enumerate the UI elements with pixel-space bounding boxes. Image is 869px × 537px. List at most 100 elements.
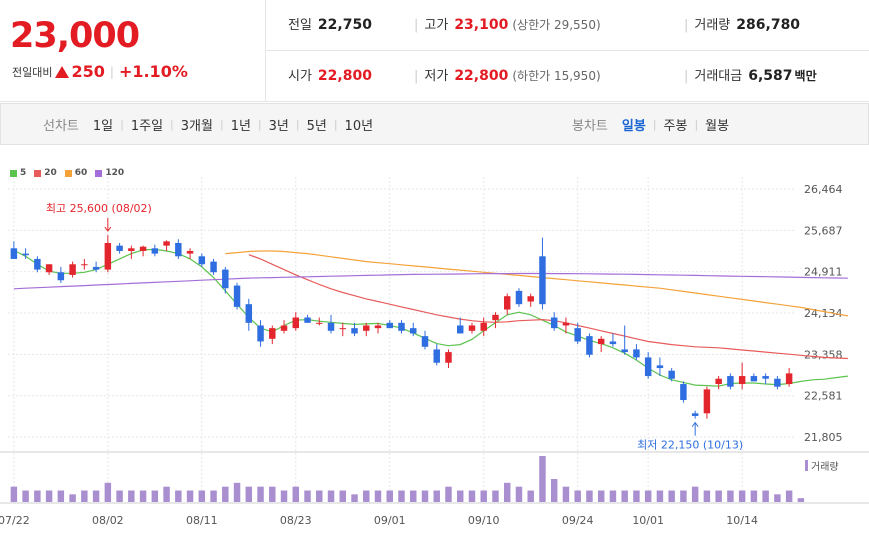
volume-bar <box>339 490 346 502</box>
candle-down <box>621 349 628 353</box>
volume-bar <box>550 479 558 502</box>
current-price: 23,000 <box>10 16 140 56</box>
min-arrow-icon <box>691 421 699 427</box>
volume-bar <box>198 490 206 502</box>
candle-down <box>421 336 429 347</box>
quote-header: 23,000 전일대비 250 | +1.10% 전일 22,750 | 고가 23,… <box>0 0 869 102</box>
candle-down <box>550 317 558 329</box>
candle-up <box>316 322 323 324</box>
volume-bar <box>104 482 112 502</box>
low-label: 저가 <box>424 69 449 84</box>
candle-down <box>245 304 253 323</box>
high-price: | 고가 23,100 (상한가 29,550) <box>414 14 601 33</box>
volume-bar <box>269 486 276 502</box>
legend-ma-20: 20 <box>34 168 57 178</box>
volume-legend-label: 거래량 <box>811 461 839 473</box>
volume-bar <box>210 490 217 502</box>
candle-up <box>128 248 135 251</box>
summary-row-1: 전일 22,750 | 고가 23,100 (상한가 29,550) | 거래량 286,7… <box>266 0 869 51</box>
candle-down <box>433 349 440 363</box>
volume-bar <box>562 486 570 502</box>
volume-bar <box>163 486 170 502</box>
volume-bar <box>398 490 405 502</box>
candle-down <box>668 370 675 379</box>
volume-bar <box>45 490 53 502</box>
x-tick-label: 09/01 <box>374 514 406 527</box>
candle-down <box>750 376 758 382</box>
tab-divider: | <box>694 118 699 131</box>
candle-down <box>257 325 264 342</box>
divider: | <box>109 64 114 79</box>
volume-bar <box>139 490 147 502</box>
volume-bar <box>186 490 194 502</box>
volume-bar <box>480 490 487 502</box>
change-label: 전일대비 <box>12 65 53 79</box>
candle-down <box>210 261 217 273</box>
legend-label: 120 <box>105 168 125 178</box>
tab-divider: | <box>333 118 338 131</box>
tab-line-period-4[interactable]: 3년 <box>268 119 289 134</box>
chart-period-tabs: 선차트 1일 | 1주일 | 3개월 | 1년 | 3년 | 5년 | 10년 봉차트 일봉 | 주봉 | 월봉 <box>0 103 869 145</box>
candle-up <box>445 352 452 363</box>
ma-line-120 <box>13 272 848 290</box>
tab-line-period-0[interactable]: 1일 <box>92 119 114 134</box>
volume-bar <box>445 486 452 502</box>
candle-down <box>574 328 581 342</box>
legend-ma-5: 5 <box>10 168 26 178</box>
candle-down <box>92 266 100 270</box>
candle-up <box>468 325 476 331</box>
volume-bar <box>327 490 335 502</box>
tab-candle-period-0[interactable]: 일봉 <box>621 119 646 134</box>
up-triangle-icon <box>55 65 70 78</box>
legend-label: 5 <box>20 168 27 178</box>
volume-bar <box>410 490 417 502</box>
divider: | <box>684 69 689 84</box>
legend-swatch <box>95 169 103 177</box>
candle-down <box>34 258 41 270</box>
volume-bar <box>363 490 370 502</box>
candle-down <box>680 384 687 401</box>
tab-divider: | <box>257 118 262 131</box>
tab-line-period-6[interactable]: 10년 <box>344 119 374 134</box>
price-box: 23,000 전일대비 250 | +1.10% <box>0 0 266 101</box>
candle-down <box>539 256 546 305</box>
tab-divider: | <box>295 118 300 131</box>
volume-bar <box>668 490 675 502</box>
candle-down <box>398 322 405 331</box>
candle-down <box>457 325 464 334</box>
volume-bar <box>280 490 288 502</box>
x-tick-label: 09/10 <box>468 514 500 527</box>
tab-line-period-2[interactable]: 3개월 <box>180 119 213 134</box>
max-arrow-icon <box>104 226 112 232</box>
y-tick-label: 25,687 <box>804 224 843 237</box>
tab-line-period-5[interactable]: 5년 <box>306 119 327 134</box>
volume: | 거래량 286,780 <box>684 14 800 33</box>
volume-bar <box>644 490 652 502</box>
volume-legend-swatch <box>805 460 808 471</box>
tab-candle-period-2[interactable]: 월봉 <box>705 119 730 134</box>
volume-label: 거래량 <box>694 18 731 33</box>
open-price: 시가 22,800 <box>288 65 372 84</box>
candle-down <box>175 242 182 257</box>
volume-bar <box>727 490 734 502</box>
volume-bar <box>762 490 769 502</box>
candle-up <box>339 328 346 330</box>
low-value: 22,800 <box>454 68 509 84</box>
open-label: 시가 <box>288 69 312 84</box>
tab-candle-period-1[interactable]: 주봉 <box>663 119 688 134</box>
tab-line-period-3[interactable]: 1년 <box>230 119 251 134</box>
volume-bar <box>703 490 711 502</box>
volume-bar <box>574 490 581 502</box>
volume-bar <box>421 490 429 502</box>
candle-chart-tabs: 봉차트 일봉 | 주봉 | 월봉 <box>572 115 729 134</box>
volume-bar <box>10 486 18 502</box>
candle-up <box>738 376 746 385</box>
x-tick-label: 08/23 <box>280 514 312 527</box>
volume-bar <box>245 486 253 502</box>
x-tick-label: 07/22 <box>0 514 30 527</box>
x-tick-label: 08/02 <box>92 514 124 527</box>
volume-bar <box>492 490 499 502</box>
candle-up <box>69 264 76 275</box>
tab-line-period-1[interactable]: 1주일 <box>130 119 164 134</box>
candle-down <box>57 272 65 281</box>
